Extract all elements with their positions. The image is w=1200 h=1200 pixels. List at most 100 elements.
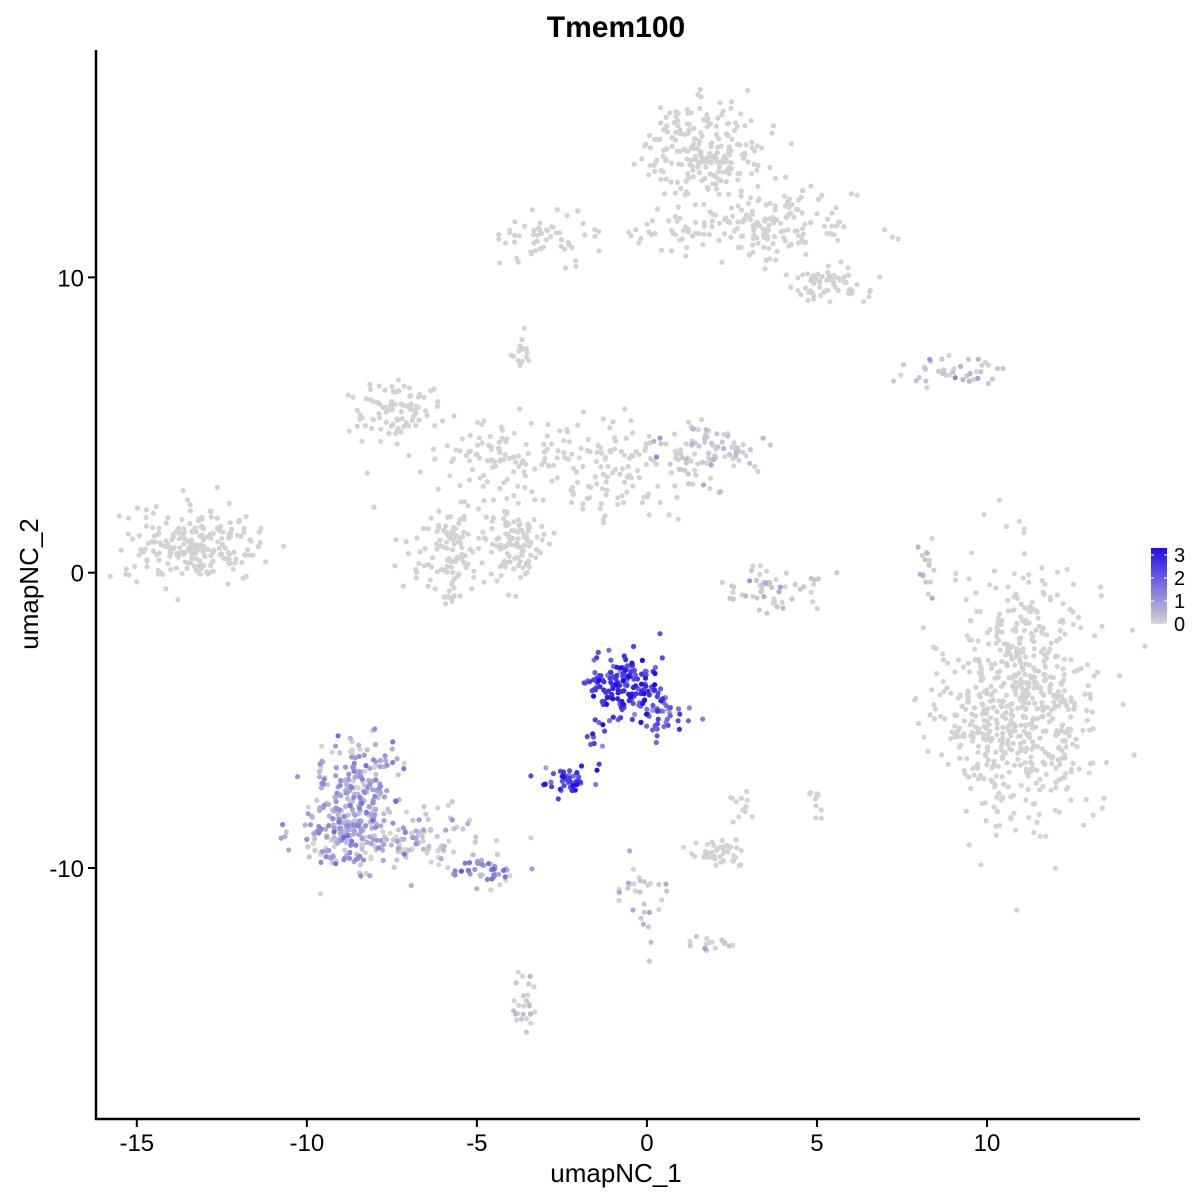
cell-point [720, 160, 726, 166]
cell-point [541, 441, 547, 447]
x-axis-ticks: -15 -10 -5 0 5 10 [119, 1119, 1000, 1157]
cell-point [496, 232, 502, 238]
cell-point [526, 981, 532, 987]
cell-point [651, 687, 658, 693]
cell-point [738, 111, 744, 117]
cell-point [373, 777, 379, 783]
cell-point [500, 561, 506, 567]
cell-point [550, 224, 556, 230]
cell-point [465, 867, 472, 874]
cell-point [525, 521, 531, 527]
cell-point [687, 943, 693, 949]
cell-point [686, 419, 692, 425]
cell-point [227, 520, 233, 526]
cell-point [1021, 728, 1027, 734]
cell-point [1000, 724, 1006, 730]
cell-point [753, 577, 760, 584]
cell-point [1061, 672, 1067, 678]
cell-point [919, 553, 925, 559]
cell-point [625, 674, 631, 680]
cell-point [1035, 615, 1041, 621]
cell-point [531, 984, 537, 990]
cell-point [740, 233, 746, 239]
cell-point [821, 223, 828, 229]
cell-point [1055, 731, 1061, 737]
cell-point [1013, 591, 1019, 597]
cell-point [751, 225, 757, 231]
cell-point [1062, 755, 1068, 761]
cell-point [496, 260, 503, 266]
cell-point [475, 860, 481, 867]
cell-point [996, 790, 1002, 796]
cell-point [952, 669, 958, 675]
cell-point [1010, 740, 1016, 747]
cell-point [1029, 599, 1035, 605]
cell-point [1071, 704, 1078, 710]
cell-point [1000, 794, 1006, 800]
cell-point [490, 866, 496, 872]
cell-point [434, 403, 440, 409]
cell-point [441, 843, 447, 849]
cell-point [760, 435, 766, 441]
cell-point [1008, 675, 1015, 681]
cell-point [644, 723, 650, 729]
cell-point [520, 548, 526, 554]
cell-point [924, 550, 930, 556]
cell-point [410, 413, 416, 419]
cell-point [214, 525, 220, 531]
cell-point [1042, 581, 1048, 587]
cell-point [558, 243, 564, 249]
cell-point [350, 778, 356, 784]
cell-point [720, 858, 726, 864]
cell-point [470, 852, 476, 858]
cell-point [789, 202, 795, 208]
cell-point [695, 164, 701, 170]
cell-point [994, 624, 1000, 631]
cell-point [351, 760, 357, 767]
cell-point [571, 465, 577, 471]
cell-point [762, 266, 768, 272]
cell-point [1068, 714, 1074, 720]
cell-point [1011, 762, 1018, 768]
cell-point [711, 456, 717, 462]
cell-point [389, 746, 395, 752]
cell-point [978, 862, 984, 868]
cell-point [923, 378, 929, 384]
cell-point [320, 849, 326, 855]
cell-point [938, 713, 944, 720]
cell-point [1037, 787, 1043, 793]
cell-point [384, 762, 390, 768]
cell-point [672, 448, 679, 454]
cell-point [622, 667, 628, 673]
cell-point [748, 568, 755, 574]
cell-point [942, 716, 948, 722]
cell-point [1041, 677, 1047, 684]
cell-point [221, 555, 227, 561]
cell-point [479, 861, 485, 868]
cell-point [1021, 551, 1027, 557]
cell-point [781, 228, 787, 234]
cell-point [628, 233, 634, 239]
cell-point [825, 287, 831, 293]
cell-point [867, 289, 873, 295]
cell-point [755, 162, 761, 169]
cell-point [818, 807, 824, 813]
cell-point [601, 679, 607, 685]
cell-point [795, 288, 801, 294]
cell-point [527, 1011, 534, 1017]
cell-point [544, 227, 550, 233]
cell-point [704, 155, 710, 161]
cell-point [1039, 577, 1045, 584]
cell-point [381, 794, 388, 800]
cell-point [134, 579, 140, 585]
cell-point [423, 811, 429, 817]
cell-point [393, 537, 399, 543]
cell-point [529, 866, 535, 872]
cell-point [354, 822, 360, 829]
cell-point [393, 389, 399, 395]
cell-point [636, 240, 642, 246]
cell-point [709, 440, 715, 446]
cell-point [450, 569, 456, 575]
cell-point [341, 834, 347, 840]
